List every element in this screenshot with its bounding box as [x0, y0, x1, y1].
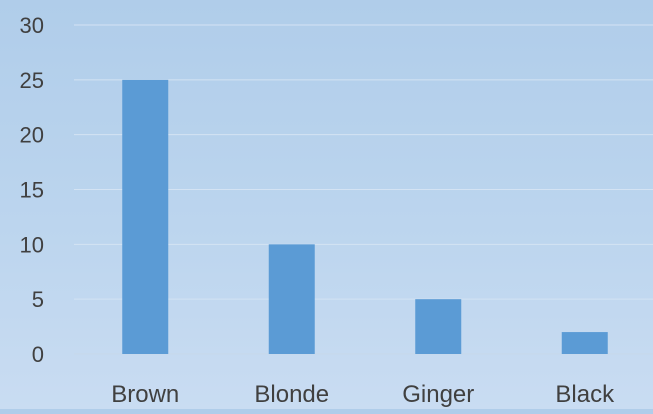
y-axis-ticks: 0 5 10 15 20 25 30 — [20, 13, 44, 367]
x-tick-label-ginger: Ginger — [402, 381, 474, 408]
x-axis-ticks: Brown Blonde Ginger Black — [111, 381, 615, 408]
x-tick-label-black: Black — [555, 381, 615, 408]
bar-ginger — [415, 299, 462, 354]
y-tick-label: 0 — [32, 342, 44, 367]
gridlines — [74, 24, 653, 355]
bar-blonde — [268, 244, 315, 354]
y-tick-label: 20 — [20, 123, 44, 148]
x-tick-label-brown: Brown — [111, 381, 179, 408]
y-tick-label: 25 — [20, 68, 44, 93]
x-tick-label-blonde: Blonde — [254, 381, 329, 408]
bar-black — [561, 332, 608, 354]
y-tick-label: 10 — [20, 232, 44, 257]
bar-brown — [122, 79, 169, 354]
y-tick-label: 15 — [20, 178, 44, 203]
y-tick-label: 5 — [32, 287, 44, 312]
y-tick-label: 30 — [20, 13, 44, 38]
bars — [122, 79, 608, 354]
